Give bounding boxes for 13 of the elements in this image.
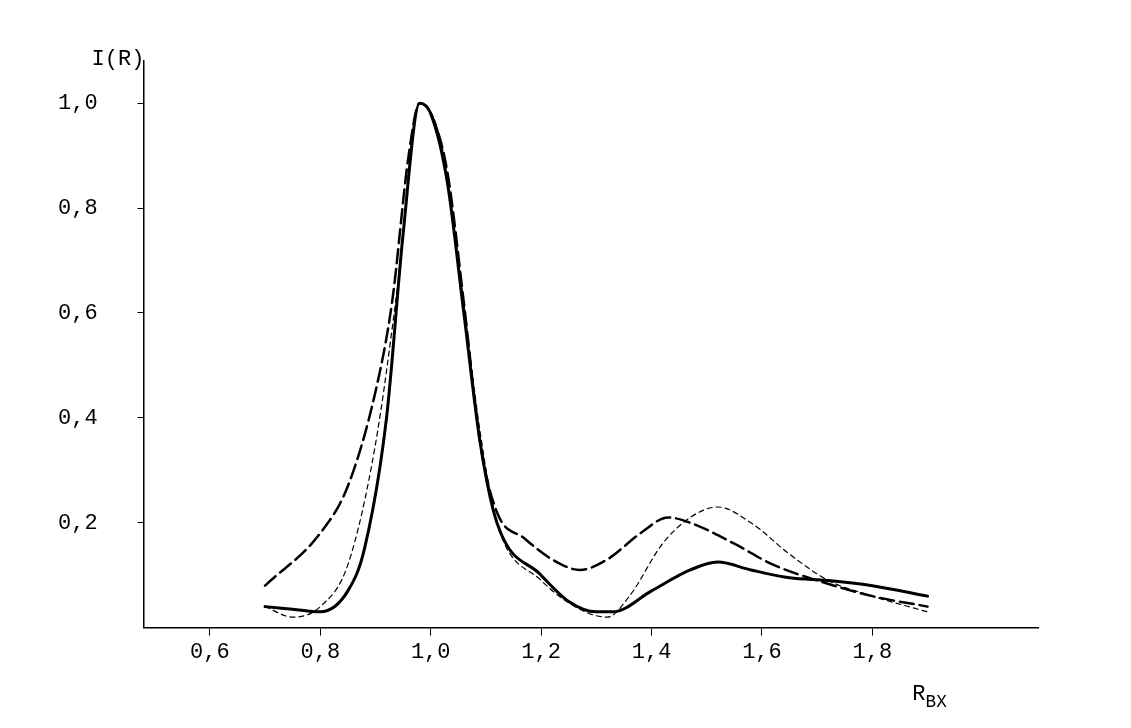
y-tick-label: 0,4 <box>58 405 98 431</box>
x-tick-label: 1,2 <box>521 639 561 665</box>
y-axis-title: I(R) <box>91 47 145 73</box>
y-tick-label: 0,8 <box>58 195 98 221</box>
x-tick-label: 1,6 <box>742 639 782 665</box>
x-tick-label: 0,6 <box>190 639 230 665</box>
y-tick-label: 0,6 <box>58 300 98 326</box>
x-tick-label: 1,4 <box>631 639 672 665</box>
x-tick-label: 1,8 <box>852 639 893 665</box>
y-tick-label: 0,2 <box>58 510 98 536</box>
x-tick-label: 0,8 <box>300 639 341 665</box>
x-tick-label: 1,0 <box>410 639 451 665</box>
y-tick-label: 1,0 <box>58 90 98 116</box>
